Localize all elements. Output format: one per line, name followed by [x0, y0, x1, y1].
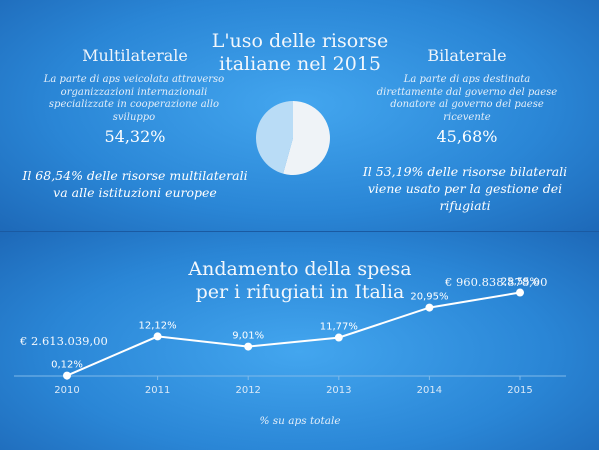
- x-tick-label: 2015: [507, 385, 532, 396]
- data-label: 9,01%: [232, 331, 264, 342]
- data-point: [63, 371, 71, 380]
- bilateral-share: 45,68%: [436, 127, 498, 146]
- resource-use-title: L'uso delle risorse italiane nel 2015: [211, 30, 389, 75]
- refugee-spending-line-chart: 2010 2011 2012 2013 2014 2015 0,12% 12,12% 9,01%…: [14, 277, 566, 396]
- multilateral-heading: Multilaterale: [82, 46, 188, 65]
- data-label: 25,55%: [501, 277, 539, 288]
- resource-use-panel: L'uso delle risorse italiane nel 2015 Mu…: [0, 0, 599, 232]
- spending-start-callout: € 2.613.039,00: [20, 334, 108, 348]
- pie-slice-bilaterale: [255, 100, 293, 174]
- data-point: [516, 288, 524, 297]
- refugee-spending-panel: Andamento della spesa per i rifugiati in…: [0, 232, 599, 450]
- multilateral-description: La parte di aps veicolata attraverso org…: [43, 74, 225, 123]
- multilateral-note: Il 68,54% delle risorse multilaterali va…: [22, 168, 248, 200]
- data-point: [425, 303, 434, 312]
- data-label: 0,12%: [51, 360, 83, 371]
- x-tick-label: 2013: [326, 385, 351, 396]
- x-tick-label: 2011: [145, 385, 170, 396]
- spending-end-callout: € 960.838.878,00: [445, 275, 548, 289]
- resource-pie-chart: [255, 100, 330, 175]
- spending-title: Andamento della spesa per i rifugiati in…: [188, 258, 412, 303]
- data-point: [244, 342, 253, 351]
- data-point: [334, 333, 343, 342]
- x-tick-label: 2010: [54, 385, 79, 396]
- x-tick-label: 2014: [417, 385, 442, 396]
- series-line: [66, 291, 521, 377]
- bilateral-description: La parte di aps destinata direttamente d…: [376, 74, 558, 123]
- data-point: [153, 332, 162, 341]
- line-chart-subtitle: % su aps totale: [259, 415, 341, 427]
- pie-slice-multilaterale: [283, 101, 330, 175]
- x-tick-label: 2012: [235, 385, 260, 396]
- data-label: 20,95%: [410, 292, 448, 303]
- bilateral-note: Il 53,19% delle risorse bilaterali viene…: [362, 164, 568, 213]
- multilateral-share: 54,32%: [104, 127, 166, 146]
- data-label: 12,12%: [139, 320, 177, 331]
- data-label: 11,77%: [320, 322, 358, 333]
- bilateral-heading: Bilaterale: [427, 46, 507, 65]
